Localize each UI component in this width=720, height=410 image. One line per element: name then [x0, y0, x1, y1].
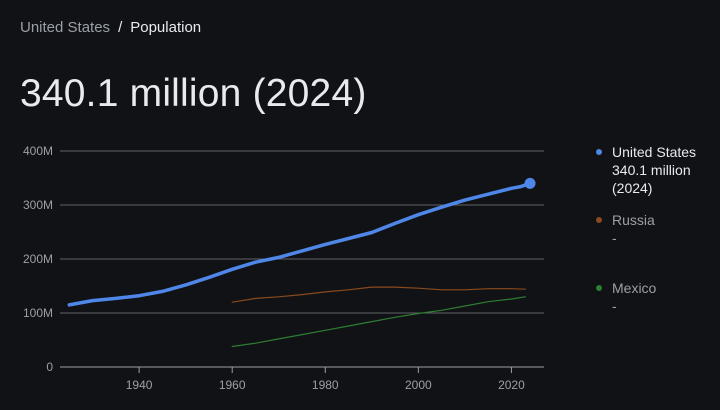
series-line-mexico[interactable] [231, 296, 527, 348]
x-tick-label-1980: 1980 [312, 378, 339, 392]
series-line-united-states[interactable] [67, 181, 532, 307]
breadcrumb: United States / Population [20, 19, 201, 36]
legend-year-united-states: (2024) [612, 180, 653, 196]
legend-value-russia: - [612, 230, 617, 246]
chart-grid [60, 150, 544, 314]
chart-series [67, 177, 536, 348]
legend-dot-united-states [596, 149, 602, 155]
legend-name-mexico: Mexico [612, 280, 657, 296]
y-tick-label-200m: 200M [23, 252, 53, 266]
y-tick-label-400m: 400M [23, 144, 53, 158]
y-tick-label-100m: 100M [23, 306, 53, 320]
legend-dot-mexico [596, 285, 602, 291]
legend-value-mexico: - [612, 298, 617, 314]
population-headline: 340.1 million (2024) [20, 72, 367, 115]
legend-value-united-states: 340.1 million [612, 162, 691, 178]
x-tick-label-1940: 1940 [126, 378, 153, 392]
legend-name-russia: Russia [612, 212, 655, 228]
x-tick-label-2000: 2000 [405, 378, 432, 392]
series-line-russia[interactable] [231, 286, 527, 303]
x-tick-label-2020: 2020 [498, 378, 525, 392]
breadcrumb-parent-link[interactable]: United States [20, 19, 111, 36]
x-axis: 1940 1960 1980 2000 2020 [60, 366, 544, 392]
breadcrumb-current: Population [130, 19, 202, 36]
x-tick-label-1960: 1960 [219, 378, 246, 392]
legend-name-united-states: United States [612, 144, 697, 160]
legend-dot-russia [596, 217, 602, 223]
y-tick-label-0: 0 [46, 360, 53, 374]
y-axis-labels: 0 100M 200M 300M 400M [23, 144, 53, 374]
breadcrumb-separator: / [118, 19, 123, 36]
y-tick-label-300m: 300M [23, 198, 53, 212]
series-end-point-united-states[interactable] [524, 177, 536, 189]
